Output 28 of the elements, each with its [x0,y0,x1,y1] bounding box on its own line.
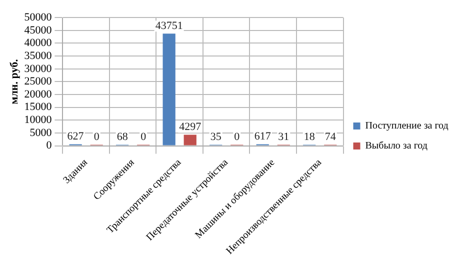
y-tick-label: 30000 [24,62,52,75]
data-label: 74 [324,131,336,144]
data-label: 0 [94,131,100,144]
data-label: 627 [67,130,84,143]
data-label: 617 [254,130,272,143]
y-tick-label: 25000 [24,76,52,88]
data-label: 43751 [155,20,183,32]
y-tick-label: 40000 [24,37,52,50]
y-tick-label: 10000 [24,114,52,126]
y-tick-label: 50000 [24,11,52,24]
data-label: 68 [116,131,128,144]
legend-label: Выбыло за год [365,140,428,152]
y-tick-label: 35000 [24,50,52,62]
data-label: 0 [234,131,240,144]
y-tick-label: 45000 [24,24,52,36]
y-tick-label: 5000 [30,126,52,139]
bar [162,34,176,146]
data-label: 4297 [179,121,202,134]
data-label: 0 [140,131,147,144]
bar [184,134,196,146]
y-axis-title: млн. руб. [8,58,20,104]
y-tick-label: 15000 [24,101,52,114]
y-tick-label: 0 [46,140,52,152]
data-label: 31 [278,131,290,144]
data-label: 35 [210,131,222,144]
legend-label: Поступление за год [365,120,448,132]
y-tick-label: 20000 [24,88,52,100]
data-label: 18 [304,131,316,144]
